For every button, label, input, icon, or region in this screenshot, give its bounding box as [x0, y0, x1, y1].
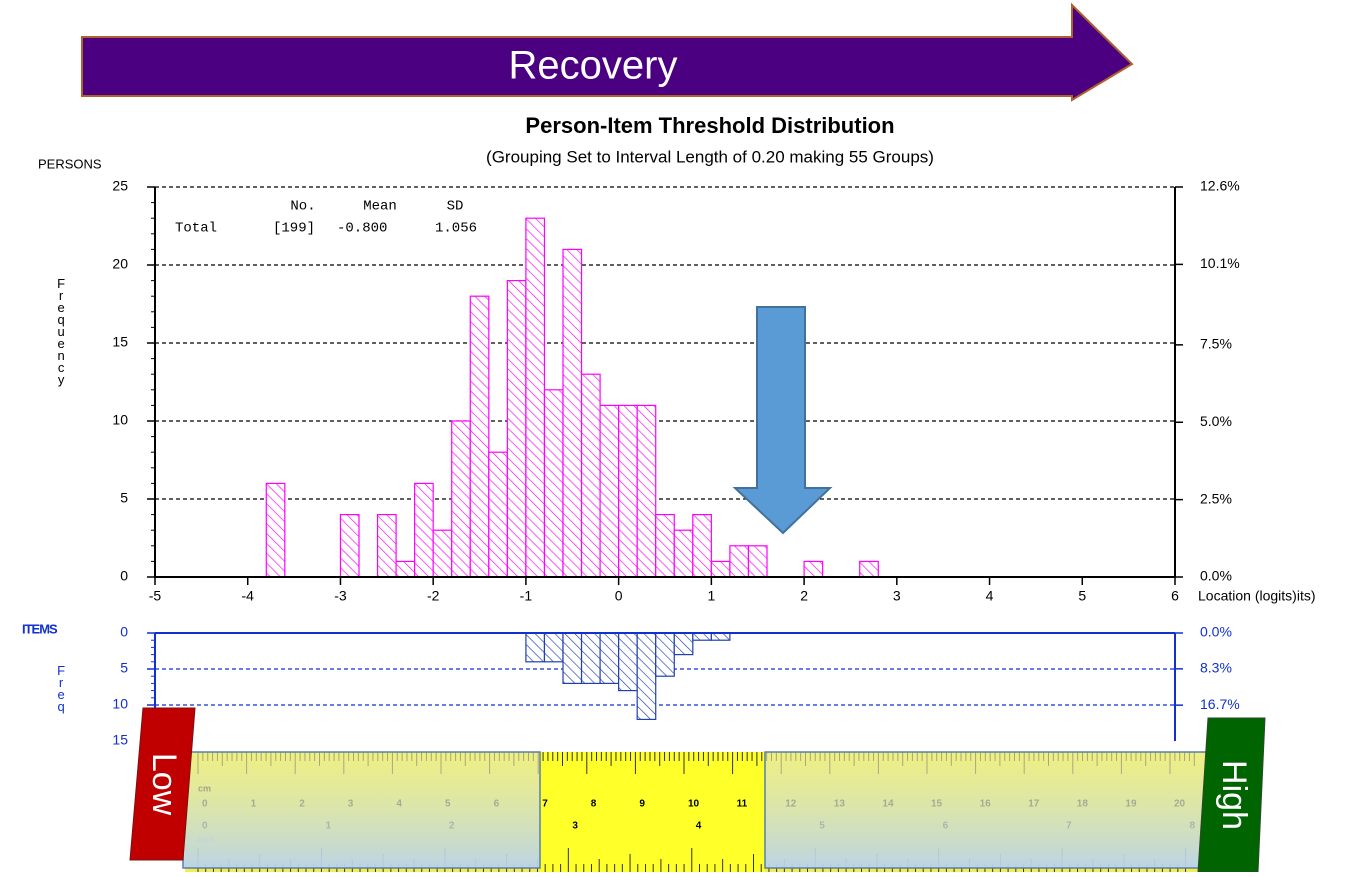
y-tick-label: 5 [120, 660, 128, 676]
y-tick-label: 0 [120, 624, 128, 640]
bar [859, 560, 879, 578]
stats-row-label: Total [175, 221, 217, 237]
bar [525, 217, 546, 578]
bar [636, 632, 657, 721]
bar [710, 560, 731, 578]
bar [488, 451, 508, 578]
ruler-inch-label: 3 [572, 821, 578, 832]
x-tick-label: 4 [986, 588, 994, 604]
bar [618, 632, 638, 692]
bar [729, 545, 750, 578]
bar [655, 513, 675, 578]
y-tick-label: 15 [112, 732, 128, 748]
y2-tick-label: 10.1% [1200, 255, 1240, 271]
y-axis-label: Frequency [54, 276, 69, 387]
y-tick-label: 0 [120, 568, 128, 584]
y2-tick-label: 16.7% [1200, 696, 1240, 712]
y2-tick-label: 7.5% [1200, 336, 1232, 352]
group-label: ITEMS [22, 621, 58, 636]
low-label: Low [145, 753, 183, 816]
y-tick-label: 10 [112, 696, 128, 712]
overlay-box [182, 751, 541, 869]
chart-title: Person-Item Threshold Distribution [525, 113, 894, 138]
stats-header: Mean [363, 199, 397, 215]
banner-text: Recovery [509, 44, 678, 88]
x-tick-label: 6 [1171, 588, 1179, 604]
ruler-cm-label: 9 [639, 799, 645, 810]
banner-arrow [81, 2, 1134, 102]
bar [710, 632, 731, 641]
bar [414, 482, 434, 578]
ruler-highlight [540, 752, 765, 872]
bar [339, 513, 360, 578]
x-tick-label: 5 [1078, 588, 1086, 604]
bar [599, 632, 620, 685]
bar [673, 529, 694, 578]
x-tick-label: -4 [242, 588, 255, 604]
bar [376, 513, 397, 578]
bar [636, 404, 657, 578]
bar [580, 632, 601, 685]
bar [562, 632, 583, 685]
bar [599, 404, 620, 578]
bar [655, 632, 675, 677]
bar [543, 389, 564, 578]
bar [580, 373, 601, 578]
stats-value: [199] [273, 221, 315, 237]
x-tick-label: -1 [520, 588, 533, 604]
x-tick-label: 0 [615, 588, 623, 604]
chart: Person-Item Threshold Distribution (Group… [22, 113, 1316, 748]
bar [525, 632, 546, 663]
x-tick-label: -5 [149, 588, 162, 604]
stats-header: SD [447, 199, 464, 215]
y-tick-label: 15 [112, 334, 128, 350]
y2-tick-label: 12.6% [1200, 178, 1240, 194]
y2-tick-label: 2.5% [1200, 490, 1232, 506]
y2-tick-label: 8.3% [1200, 660, 1232, 676]
ruler-inch-label: 4 [696, 821, 702, 832]
bar [506, 280, 527, 578]
x-tick-label: -3 [334, 588, 347, 604]
stats-header: No. [290, 199, 315, 215]
bar [543, 632, 564, 663]
x-tick-label: 1 [707, 588, 715, 604]
ruler-cm-label: 7 [542, 799, 548, 810]
bar [618, 404, 638, 578]
y2-tick-label: 0.0% [1200, 568, 1232, 584]
y-tick-label: 20 [112, 256, 128, 272]
high-label: High [1215, 760, 1253, 830]
x-axis-label: Location (logits)its) [1198, 588, 1316, 604]
y2-tick-label: 0.0% [1200, 624, 1232, 640]
bar [747, 545, 768, 578]
bar [265, 482, 286, 578]
bar [395, 560, 416, 578]
indicator-arrow [732, 306, 833, 535]
bar [692, 513, 712, 578]
bar [673, 632, 694, 656]
bar [432, 529, 453, 578]
chart-subtitle: (Grouping Set to Interval Length of 0.20… [486, 147, 934, 166]
bar [562, 248, 583, 578]
bar [469, 295, 490, 578]
y-tick-label: 10 [112, 412, 128, 428]
bar [803, 560, 824, 578]
overlay-box [764, 751, 1208, 869]
x-tick-label: 3 [893, 588, 901, 604]
low-box [129, 707, 196, 861]
x-tick-label: 2 [800, 588, 808, 604]
y-tick-label: 5 [120, 490, 128, 506]
y-axis-label: Freq [54, 663, 69, 714]
stats-value: -0.800 [337, 221, 387, 237]
group-label: PERSONS [38, 156, 102, 171]
stats-value: 1.056 [435, 221, 477, 237]
ruler-cm-label: 11 [737, 799, 748, 810]
y-tick-label: 25 [112, 178, 128, 194]
bar [692, 632, 712, 641]
y2-tick-label: 5.0% [1200, 413, 1232, 429]
bar [451, 420, 471, 578]
x-tick-label: -2 [427, 588, 440, 604]
ruler-cm-label: 8 [591, 799, 597, 810]
ruler-cm-label: 10 [688, 799, 700, 810]
